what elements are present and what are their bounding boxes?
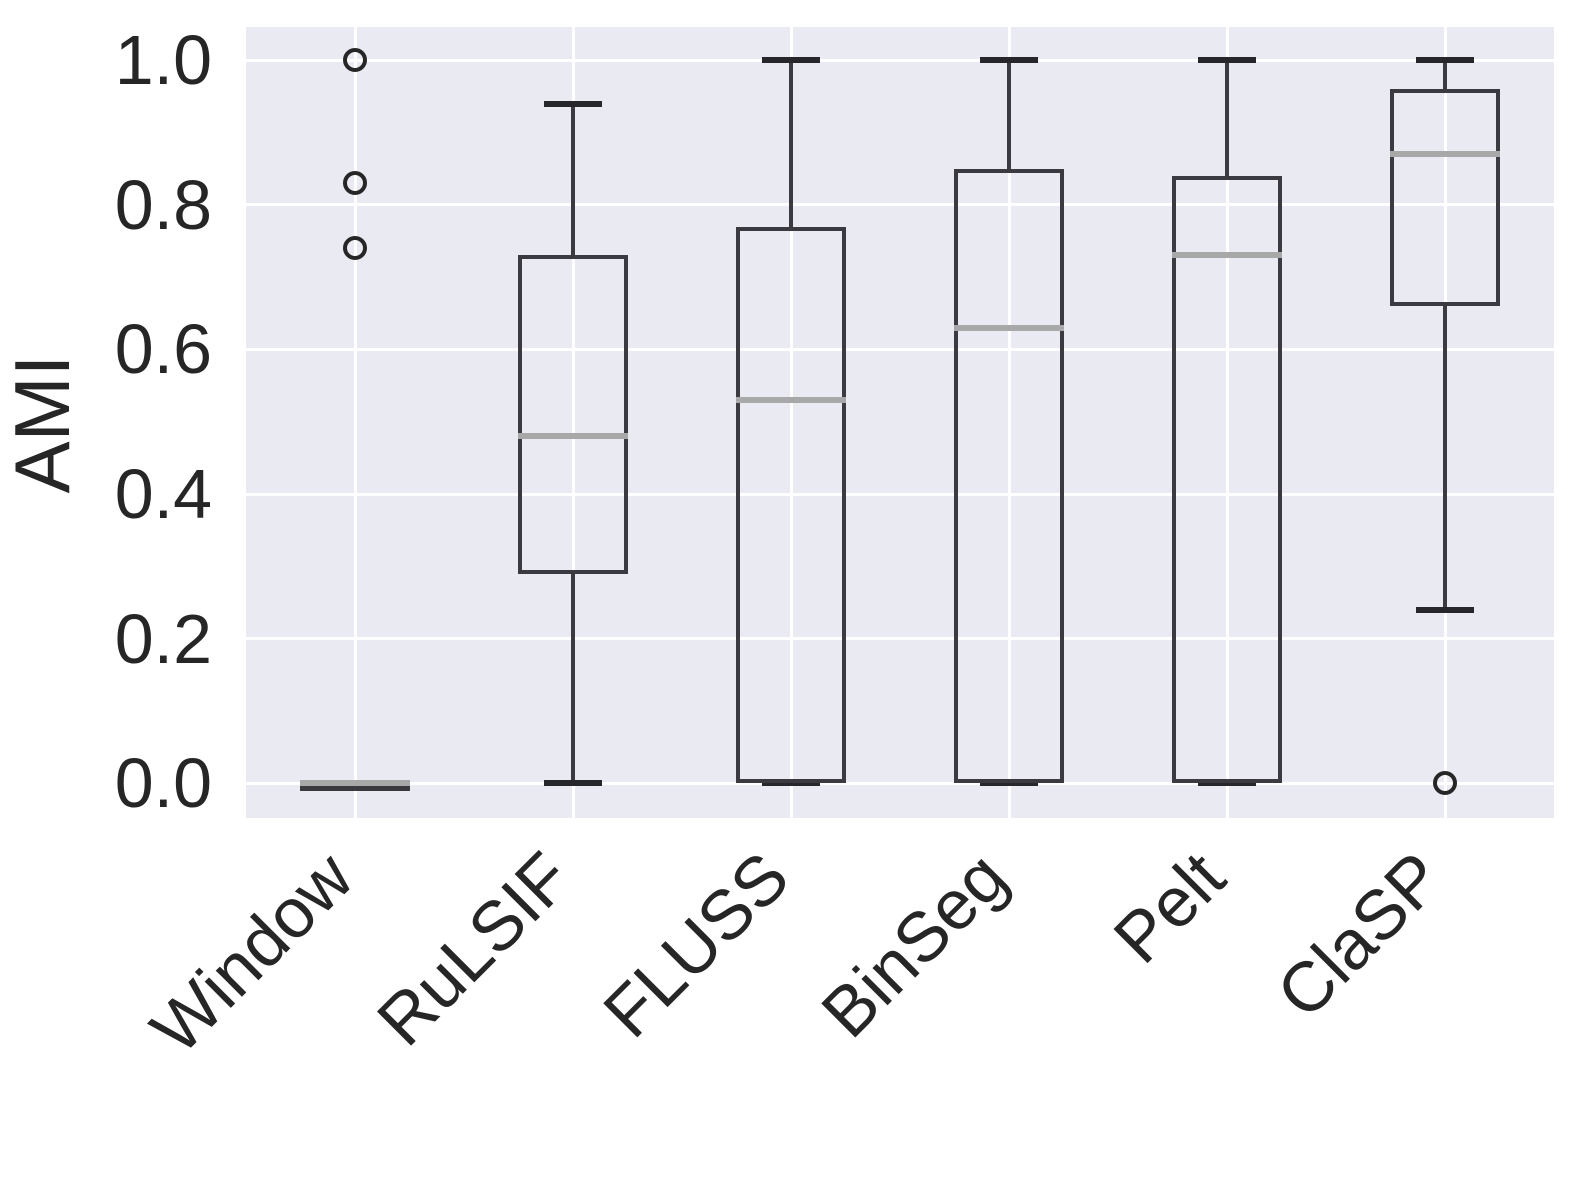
ytick-label: 0.4 [114, 455, 212, 534]
cap-high-RuLSIF [544, 100, 602, 107]
flier-Window [343, 48, 367, 73]
median-BinSeg [954, 324, 1064, 331]
whisker-high-Pelt [1225, 60, 1229, 176]
whisker-high-BinSeg [1007, 60, 1011, 169]
cap-low-FLUSS [762, 780, 820, 787]
median-Pelt [1172, 252, 1282, 259]
whisker-low-RuLSIF [571, 573, 575, 784]
ytick-label: 1.0 [114, 21, 212, 100]
gridline-horizontal [246, 781, 1554, 785]
cap-high-Pelt [1198, 57, 1256, 64]
whisker-low-ClaSP [1443, 306, 1447, 610]
box-ClaSP [1390, 89, 1500, 307]
box-RuLSIF [518, 255, 628, 574]
cap-low-BinSeg [980, 780, 1038, 787]
gridline-horizontal [246, 58, 1554, 62]
cap-low-ClaSP [1416, 606, 1474, 613]
gridline-vertical [1225, 27, 1229, 818]
gridline-horizontal [246, 492, 1554, 496]
whisker-high-ClaSP [1443, 60, 1447, 90]
ytick-label: 0.8 [114, 165, 212, 244]
ytick-label: 0.2 [114, 599, 212, 678]
ytick-label: 0.6 [114, 310, 212, 389]
flier-ClaSP [1433, 771, 1457, 796]
cap-low-Pelt [1198, 780, 1256, 787]
flier-Window [343, 236, 367, 261]
box-Pelt [1172, 175, 1282, 784]
cap-high-BinSeg [980, 57, 1038, 64]
cap-low-RuLSIF [544, 780, 602, 787]
median-ClaSP [1390, 151, 1500, 158]
box-BinSeg [954, 168, 1064, 784]
median-RuLSIF [518, 433, 628, 440]
flier-Window [343, 171, 367, 196]
gridline-horizontal [246, 637, 1554, 641]
gridline-horizontal [246, 203, 1554, 207]
box-FLUSS [736, 226, 846, 784]
cap-high-ClaSP [1416, 57, 1474, 64]
whisker-high-RuLSIF [571, 103, 575, 256]
gridline-vertical [353, 27, 357, 818]
whisker-high-FLUSS [789, 60, 793, 227]
gridline-vertical [789, 27, 793, 818]
gridline-vertical [571, 27, 575, 818]
gridline-vertical [1007, 27, 1011, 818]
cap-high-FLUSS [762, 57, 820, 64]
boxplot-figure: AMI 0.0 0.2 0.4 0.6 0.8 1.0 Window RuLSIF FLUSS… [0, 21, 1554, 1068]
gridline-horizontal [246, 347, 1554, 351]
median-FLUSS [736, 397, 846, 404]
ytick-label: 0.0 [114, 744, 212, 823]
median-Window [300, 780, 410, 787]
plot-area [246, 27, 1554, 818]
